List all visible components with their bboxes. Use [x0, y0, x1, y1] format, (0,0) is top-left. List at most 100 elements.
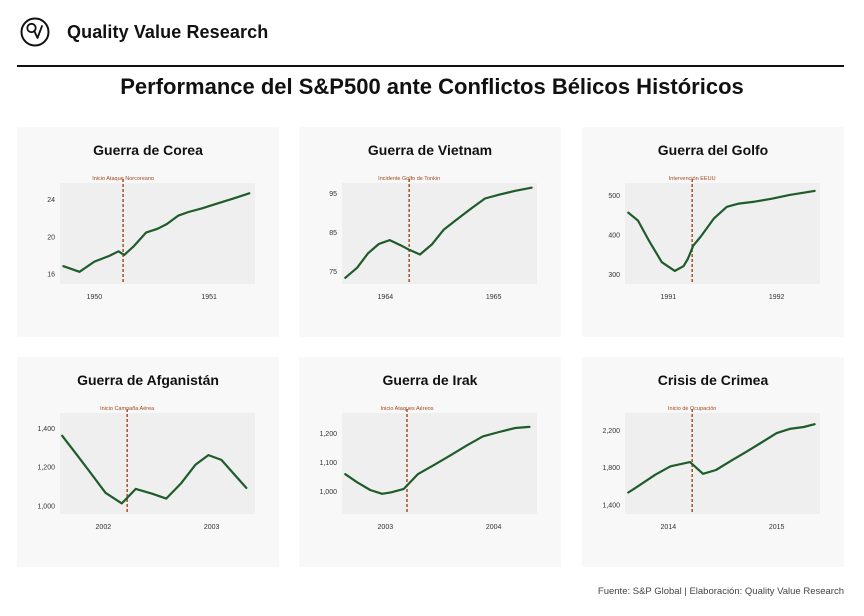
y-tick-label: 75: [329, 269, 337, 276]
y-tick-label: 1,200: [37, 465, 55, 472]
event-label: Inicio Ataques Aéreos: [381, 406, 434, 412]
y-tick-label: 1,800: [602, 465, 620, 472]
data-point: [356, 481, 359, 484]
data-point: [416, 473, 419, 476]
data-point: [104, 491, 107, 494]
chart-panel-corea: Guerra de Corea 16 20 24 1950 1951 Inicio Ata…: [17, 127, 279, 337]
data-point: [442, 228, 445, 231]
line-chart-crimea: 1,400 1,800 2,200 2014 2015 Inicio de Ocupaci…: [602, 406, 820, 531]
data-point: [528, 425, 531, 428]
chart-title: Guerra de Vietnam: [367, 142, 493, 158]
data-point: [120, 502, 123, 505]
data-point: [156, 227, 159, 230]
data-point: [699, 235, 702, 238]
line-chart-corea: 16 20 24 1950 1951 Inicio Ataque Norcoreano: [47, 176, 255, 301]
chart-title: Guerra de Corea: [93, 142, 203, 158]
y-tick-label: 300: [608, 272, 620, 279]
x-tick-label: 1992: [769, 294, 785, 301]
data-point: [660, 261, 663, 264]
data-point: [471, 206, 473, 209]
data-point: [647, 239, 650, 242]
data-point: [627, 491, 630, 494]
event-label: Inicio de Ocupación: [668, 406, 716, 412]
chart-panel-golfo: Guerra del Golfo 300 400 500 1991 1992 Interv…: [582, 127, 844, 337]
data-point: [177, 214, 180, 217]
y-tick-label: 1,000: [319, 489, 337, 496]
chart-title: Guerra del Golfo: [657, 142, 769, 158]
data-point: [725, 205, 728, 208]
line-chart-afganistan: 1,000 1,200 1,400 2002 2003 Inicio Campaña Aé…: [37, 406, 255, 531]
data-point: [367, 252, 369, 255]
event-label: Incidente Golfo de Tonkin: [378, 176, 440, 182]
data-point: [788, 427, 791, 430]
chart-title: Guerra de Irak: [382, 372, 478, 388]
data-point: [514, 189, 517, 192]
data-point: [737, 202, 740, 205]
source-footer: Fuente: S&P Global | Elaboración: Qualit…: [597, 586, 844, 597]
data-point: [245, 487, 248, 489]
chart-title: Guerra de Afganistán: [77, 372, 219, 388]
data-point: [389, 491, 392, 494]
y-tick-label: 95: [329, 191, 337, 198]
data-point: [402, 487, 405, 490]
y-tick-label: 16: [47, 272, 55, 279]
data-point: [637, 219, 639, 222]
data-point: [408, 248, 411, 251]
series-line: [62, 192, 251, 273]
data-point: [788, 193, 791, 196]
data-point: [702, 472, 704, 475]
data-point: [673, 270, 676, 272]
data-point: [530, 186, 533, 189]
data-point: [207, 454, 210, 456]
y-tick-label: 1,200: [319, 431, 337, 438]
x-tick-label: 1965: [486, 294, 502, 301]
magnifier-check-icon: [20, 17, 50, 47]
series-line: [344, 186, 533, 279]
event-label: Inicio Campaña Aérea: [100, 406, 155, 412]
header-divider: [17, 65, 844, 67]
data-point: [248, 192, 251, 195]
data-point: [201, 207, 204, 210]
x-tick-label: 2014: [661, 524, 677, 531]
data-point: [89, 471, 92, 474]
data-point: [344, 276, 347, 279]
data-point: [165, 223, 168, 226]
data-point: [132, 245, 135, 248]
event-label: Inicio Ataque Norcoreano: [92, 176, 154, 182]
series-line: [627, 189, 816, 272]
y-tick-label: 1,000: [37, 503, 55, 510]
data-point: [62, 265, 65, 268]
y-tick-label: 1,400: [37, 426, 55, 433]
line-chart-vietnam: 75 85 95 1964 1965 Incidente Golfo de Tonkin: [329, 176, 537, 301]
data-point: [692, 244, 695, 247]
chart-panel-crimea: Crisis de Crimea 1,400 1,800 2,200 2014 2015…: [582, 357, 844, 567]
x-tick-label: 2002: [96, 524, 112, 531]
plot-area: [60, 183, 255, 284]
data-point: [165, 497, 168, 500]
data-point: [689, 461, 691, 463]
data-point: [760, 441, 763, 444]
plot-area: [60, 413, 255, 514]
event-label: Intervención EEUU: [669, 176, 716, 182]
chart-panel-vietnam: Guerra de Vietnam 75 85 95 1964 1965 Incident…: [299, 127, 561, 337]
x-tick-label: 1964: [378, 294, 394, 301]
x-tick-label: 2003: [378, 524, 394, 531]
y-tick-label: 400: [608, 232, 620, 239]
data-point: [369, 489, 372, 491]
data-point: [231, 197, 233, 200]
data-point: [108, 255, 111, 257]
plot-area: [342, 413, 537, 514]
data-point: [381, 492, 383, 495]
y-tick-label: 2,200: [602, 428, 620, 435]
data-point: [134, 487, 137, 490]
chart-panel-afganistan: Guerra de Afganistán 1,000 1,200 1,400 2002…: [17, 357, 279, 567]
data-point: [484, 197, 486, 200]
data-point: [481, 435, 484, 438]
data-point: [194, 463, 197, 466]
x-tick-label: 1991: [661, 294, 677, 301]
plot-area: [625, 183, 820, 284]
data-point: [377, 243, 380, 245]
x-tick-label: 1951: [201, 294, 217, 301]
data-point: [730, 459, 733, 462]
data-point: [123, 254, 126, 256]
